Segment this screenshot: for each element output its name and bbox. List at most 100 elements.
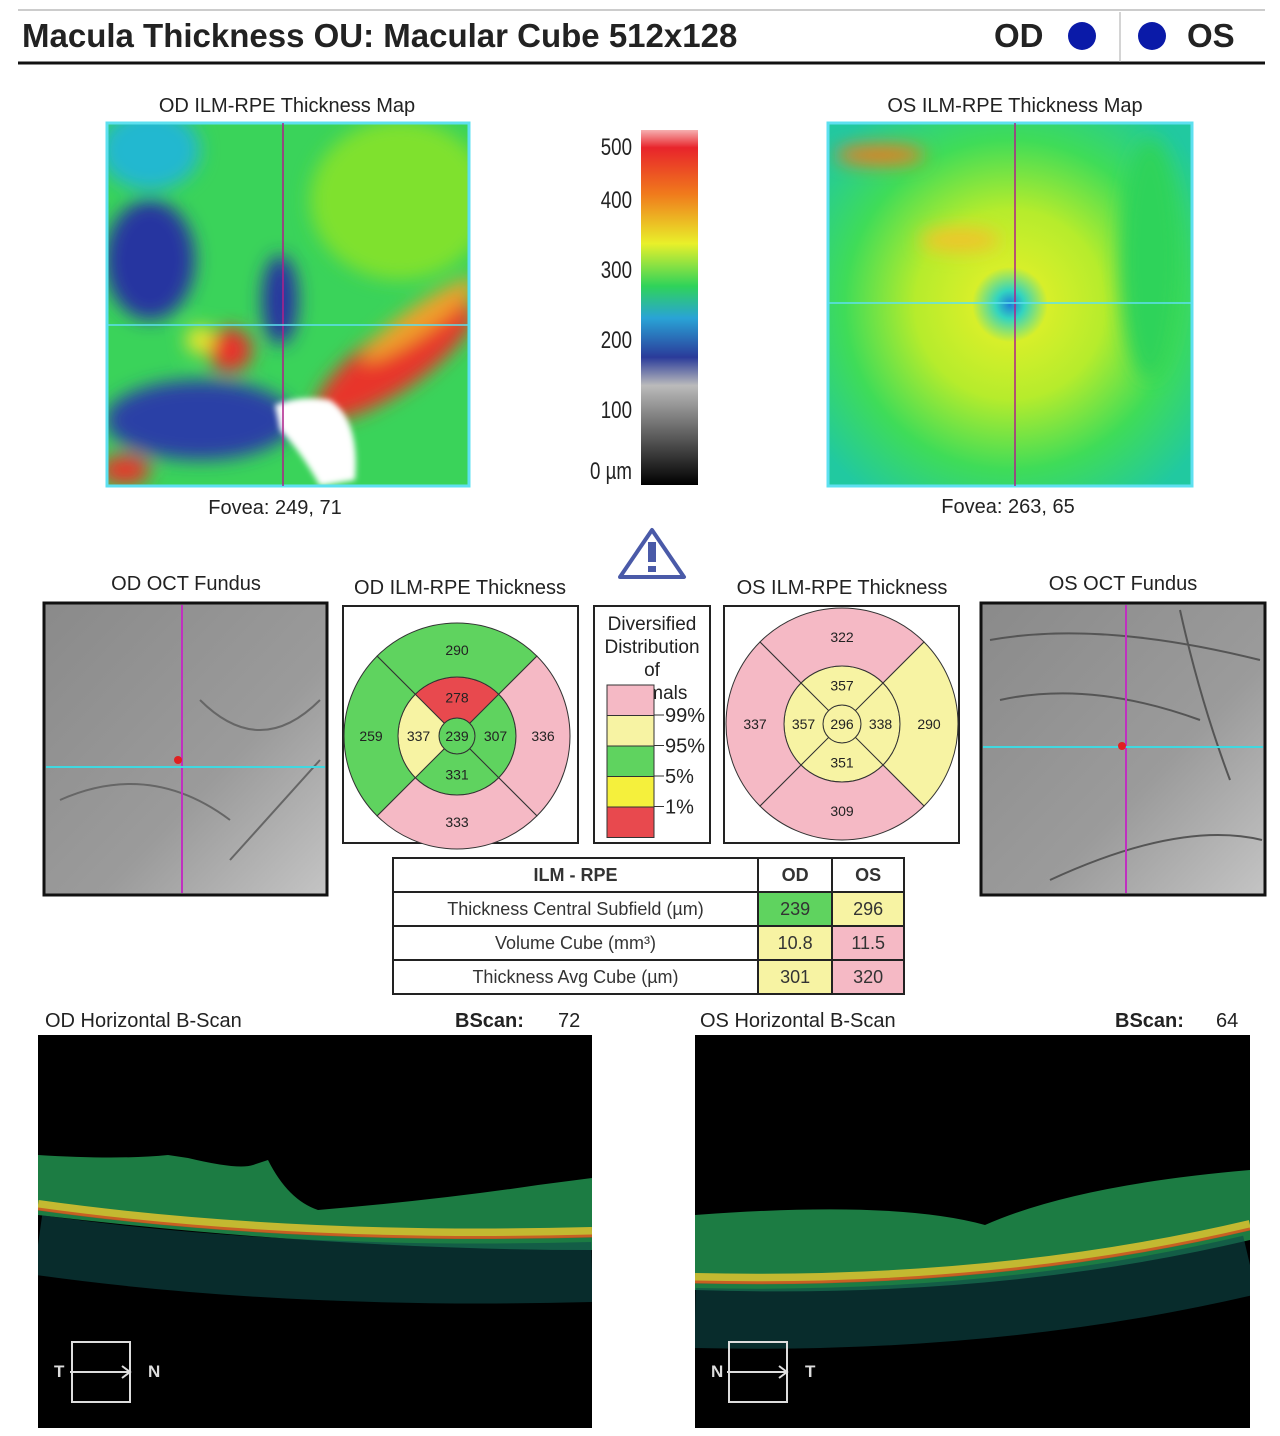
sector-value: 331 xyxy=(445,767,469,783)
grid-sector xyxy=(882,641,959,807)
value-cell: 320 xyxy=(831,959,905,995)
sector-value: 296 xyxy=(830,716,854,732)
sector-value: 259 xyxy=(359,728,383,744)
sector-value: 290 xyxy=(445,642,469,658)
sector-value: 338 xyxy=(869,716,893,732)
legend-label: 1% xyxy=(665,797,694,819)
sector-value: 309 xyxy=(830,803,854,819)
value-cell: 11.5 xyxy=(831,925,905,961)
vessel xyxy=(989,609,1263,881)
sector-value: 357 xyxy=(792,716,816,732)
label-cell: Thickness Avg Cube (µm) xyxy=(392,959,759,995)
legend-label: 99% xyxy=(665,705,705,727)
map-title: OS ILM-RPE Thickness Map xyxy=(887,95,1142,117)
legend-title-line: Distribution xyxy=(604,637,699,658)
scale-labels: 500 400 300 200 100 0 µm xyxy=(590,134,632,485)
rpe-layer xyxy=(38,1207,592,1239)
od-label: OD xyxy=(994,17,1044,54)
scale-label: 300 xyxy=(601,257,632,284)
grid-sector xyxy=(376,777,538,850)
scale-label: 400 xyxy=(601,187,632,214)
legend-title-line: of xyxy=(644,660,661,681)
bscans: OD Horizontal B-Scan BScan: 72 T N OS Horizon… xyxy=(38,1010,1250,1428)
bscan-number: 64 xyxy=(1216,1010,1238,1032)
legend-swatch xyxy=(606,715,655,747)
legend-swatch xyxy=(606,776,655,808)
scale-label: 100 xyxy=(601,397,632,424)
sector-value: 307 xyxy=(484,728,508,744)
os-label: OS xyxy=(1187,17,1235,54)
summary-table: ILM - RPE OD OS Thickness Central Subfield … xyxy=(392,857,905,995)
choroid xyxy=(695,1235,1250,1349)
warning-icon xyxy=(618,528,686,579)
header-cell: ILM - RPE xyxy=(392,857,759,893)
fundus-title: OD OCT Fundus xyxy=(111,573,261,595)
orientation-right: T xyxy=(805,1362,816,1381)
od-grid: 239 278 307 331 337 290 336 333 259 xyxy=(343,622,571,850)
bscan-label: BScan: xyxy=(1115,1010,1184,1032)
label-cell: Thickness Central Subfield (µm) xyxy=(392,891,759,927)
scale-label: 500 xyxy=(601,134,632,161)
table-header: ILM - RPE OD OS xyxy=(392,857,905,893)
map-frame xyxy=(105,121,471,488)
legend-label: 5% xyxy=(665,766,694,788)
grid-title: OS ILM-RPE Thickness xyxy=(737,577,948,599)
grid-sector xyxy=(376,622,538,695)
od-fundus xyxy=(42,601,329,897)
legend-swatch xyxy=(606,684,655,716)
orientation-left: N xyxy=(711,1362,723,1381)
retina-layer xyxy=(695,1170,1250,1292)
os-dot xyxy=(1138,22,1166,50)
table-row: Thickness Central Subfield (µm) 239 296 xyxy=(392,891,905,927)
sector-value: 357 xyxy=(830,678,854,694)
bscan-layers xyxy=(38,1155,592,1304)
value-cell: 239 xyxy=(756,891,834,927)
bscan-title: OD Horizontal B-Scan xyxy=(45,1010,242,1032)
sector-value: 333 xyxy=(445,814,469,830)
grid-sector xyxy=(498,655,571,817)
bscan-title: OS Horizontal B-Scan xyxy=(700,1010,896,1032)
legend-title-line: Diversified xyxy=(608,614,697,635)
fovea: Fovea: 263, 65 xyxy=(941,496,1074,518)
vessel xyxy=(59,699,321,861)
sector-value: 337 xyxy=(743,716,767,732)
value-cell: 301 xyxy=(756,959,834,995)
value-cell: 296 xyxy=(831,891,905,927)
grid-sector xyxy=(343,655,416,817)
grid-sector xyxy=(759,607,925,684)
scale-label: 0 µm xyxy=(590,458,632,485)
orientation-left: T xyxy=(54,1362,65,1381)
rpe-layer xyxy=(695,1220,1250,1284)
fovea: Fovea: 249, 71 xyxy=(208,497,341,519)
value-cell: 10.8 xyxy=(756,925,834,961)
rpe-layer xyxy=(695,1227,1250,1285)
label-cell: Volume Cube (mm³) xyxy=(392,925,759,961)
sector-value: 239 xyxy=(445,728,469,744)
sector-value: 336 xyxy=(531,728,555,744)
bscan-layers xyxy=(695,1170,1250,1349)
sector-value: 337 xyxy=(407,728,431,744)
grid-sector xyxy=(725,641,802,807)
legend-label: 95% xyxy=(665,736,705,758)
legend-swatch xyxy=(606,806,655,838)
map-title: OD ILM-RPE Thickness Map xyxy=(159,95,415,117)
fundus-title: OS OCT Fundus xyxy=(1049,573,1198,595)
grid-title: OD ILM-RPE Thickness xyxy=(354,577,566,599)
fovea-dot xyxy=(174,756,182,764)
orientation-arrow xyxy=(70,1365,132,1379)
table-row: Volume Cube (mm³) 10.8 11.5 xyxy=(392,925,905,961)
sector-value: 278 xyxy=(445,690,469,706)
map-frame xyxy=(826,121,1194,488)
header-cell: OS xyxy=(831,857,905,893)
header-title: Macula Thickness OU: Macular Cube 512x12… xyxy=(22,17,737,54)
grid-sector xyxy=(759,764,925,841)
header-cell: OD xyxy=(756,857,834,893)
sector-value: 322 xyxy=(830,629,854,645)
orientation-right: N xyxy=(148,1362,160,1381)
choroid xyxy=(38,1215,592,1304)
fovea-dot xyxy=(1118,742,1126,750)
legend-swatch xyxy=(606,745,655,777)
legend: DiversifiedDistributionofNormals99%95%5%… xyxy=(604,614,705,838)
